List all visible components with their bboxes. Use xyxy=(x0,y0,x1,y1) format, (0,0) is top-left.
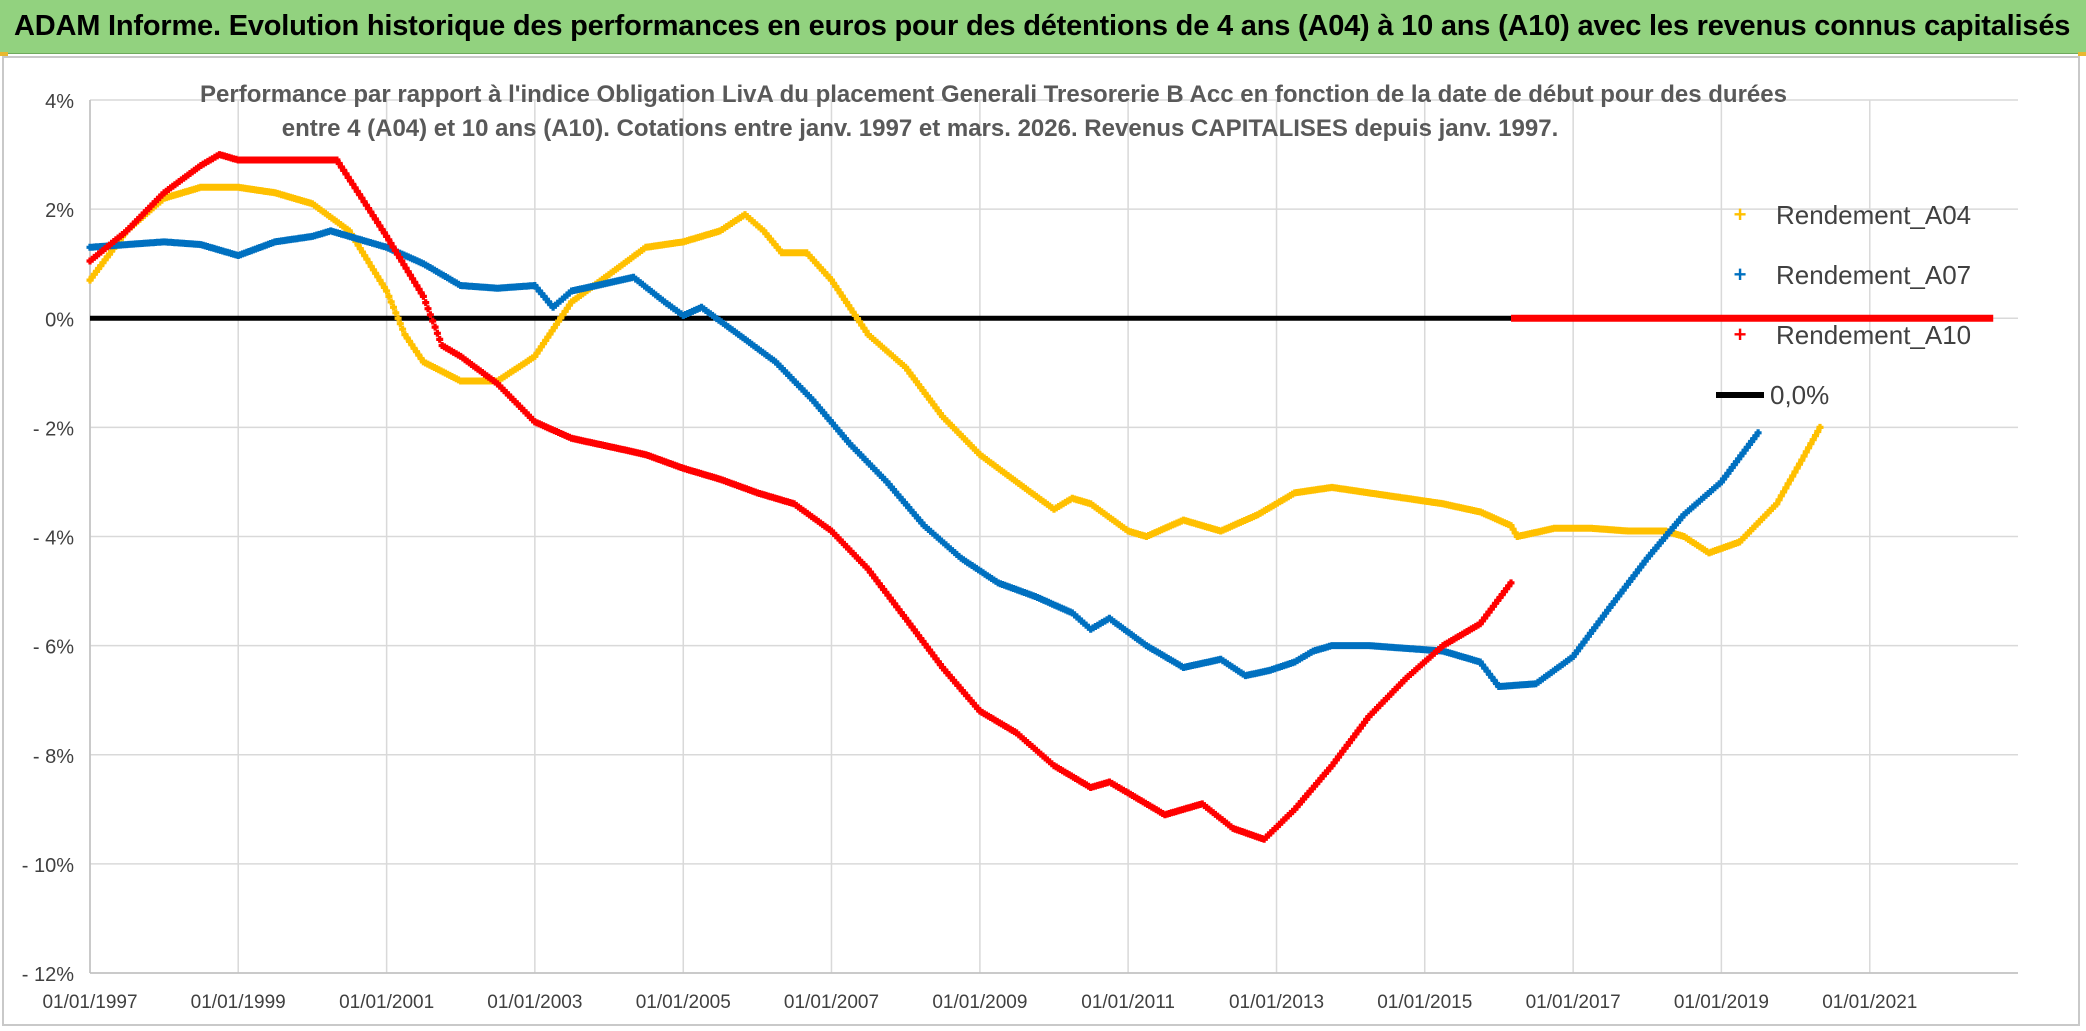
x-tick-label: 01/01/2003 xyxy=(487,992,582,1013)
x-tick-label: 01/01/2011 xyxy=(1081,992,1175,1013)
chart-subtitle-line-2: entre 4 (A04) et 10 ans (A10). Cotations… xyxy=(281,115,1559,142)
x-tick-label: 01/01/2001 xyxy=(339,992,434,1013)
legend-label-a07: Rendement_A07 xyxy=(1776,259,1972,290)
legend-marker-a10: + xyxy=(1733,322,1747,347)
legend-marker-a04: + xyxy=(1733,202,1747,227)
y-tick-label: 0% xyxy=(45,309,74,331)
report-title: ADAM Informe. Evolution historique des p… xyxy=(14,10,2071,42)
x-tick-label: 01/01/1999 xyxy=(191,992,286,1013)
x-tick-label: 01/01/2017 xyxy=(1526,992,1621,1013)
series-rendement-a04 xyxy=(86,183,1824,557)
y-tick-label: 2% xyxy=(45,200,74,222)
x-tick-label: 01/01/2019 xyxy=(1674,992,1769,1013)
y-tick-label: - 10% xyxy=(22,855,74,877)
x-tick-label: 01/01/2021 xyxy=(1822,992,1917,1013)
y-tick-label: - 8% xyxy=(33,746,74,768)
legend-item-zero: 0,0% xyxy=(1716,365,2016,425)
y-tick-label: - 6% xyxy=(33,637,74,659)
series-rendement-a04-marks xyxy=(86,183,1824,557)
y-tick-label: - 4% xyxy=(33,528,74,550)
legend-label-a04: Rendement_A04 xyxy=(1776,199,1972,230)
legend-item-a04: + Rendement_A04 xyxy=(1716,185,2016,245)
x-tick-label: 01/01/2013 xyxy=(1229,992,1324,1013)
legend-marker-a07: + xyxy=(1733,262,1747,287)
series-rendement-a07 xyxy=(86,227,1762,690)
chart-subtitle: Performance par rapport à l'indice Oblig… xyxy=(200,78,1787,146)
legend-item-a07: + Rendement_A07 xyxy=(1716,245,2016,305)
x-tick-label: 01/01/2015 xyxy=(1377,992,1472,1013)
corner-mark-right xyxy=(2078,52,2086,56)
legend-label-a10: Rendement_A10 xyxy=(1776,319,1972,350)
x-tick-label: 01/01/2007 xyxy=(784,992,879,1013)
y-tick-label: 4% xyxy=(45,91,74,113)
y-tick-label: - 12% xyxy=(22,964,74,986)
x-tick-label: 01/01/2005 xyxy=(636,992,731,1013)
x-tick-label: 01/01/2009 xyxy=(932,992,1027,1013)
legend-item-a10: + Rendement_A10 xyxy=(1716,305,2016,365)
corner-mark-left xyxy=(0,52,8,56)
x-tick-label: 01/01/1997 xyxy=(42,992,137,1013)
series-rendement-a10-marks xyxy=(86,151,1515,843)
series-rendement-a10 xyxy=(86,151,1515,843)
legend-label-zero: 0,0% xyxy=(1770,379,1830,410)
chart-legend: + Rendement_A04 + Rendement_A07 + Rendem… xyxy=(1716,185,2016,425)
chart-subtitle-line-1: Performance par rapport à l'indice Oblig… xyxy=(200,81,1787,108)
series-rendement-a07-marks xyxy=(86,227,1762,690)
legend-marker-zero xyxy=(1716,385,1764,405)
report-banner: ADAM Informe. Evolution historique des p… xyxy=(0,0,2086,54)
y-tick-label: - 2% xyxy=(33,418,74,440)
